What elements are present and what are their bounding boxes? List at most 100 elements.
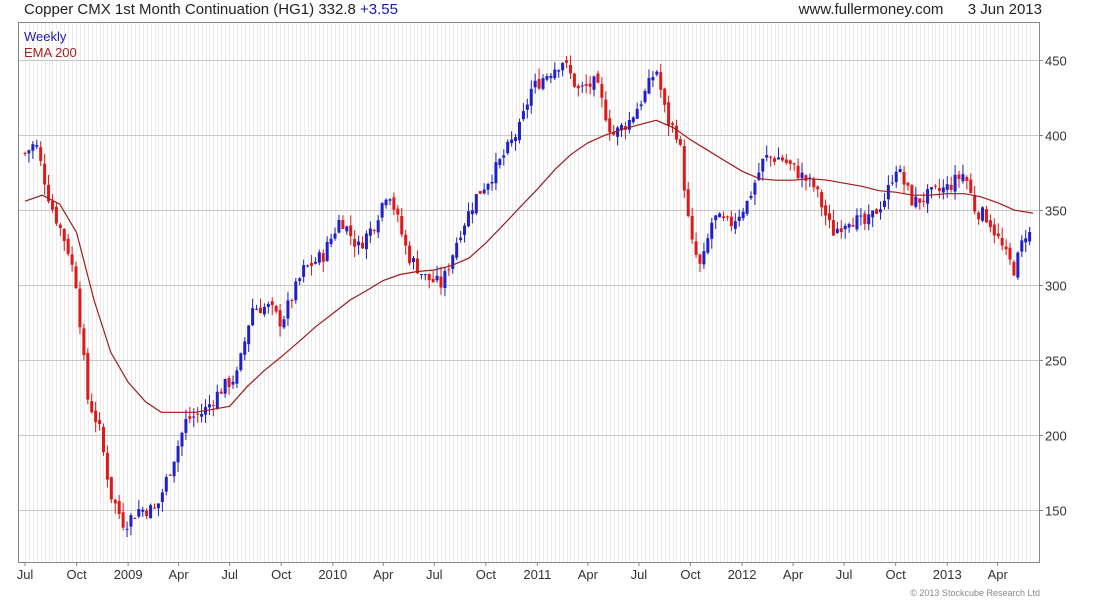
candle-body (360, 242, 364, 249)
candle-body (207, 404, 211, 408)
candle-body (196, 413, 200, 415)
candle-body (243, 341, 247, 355)
candle-body (431, 278, 435, 283)
candle-up (776, 147, 780, 160)
candle-down (133, 517, 137, 520)
candle-down (957, 170, 961, 188)
candle-body (58, 224, 62, 229)
candle-down (784, 154, 788, 165)
candle-down (988, 214, 992, 233)
candle-down (623, 121, 627, 140)
candle-body (918, 198, 922, 203)
candle-body (930, 187, 934, 190)
candle-up (886, 175, 890, 210)
candle-down (792, 162, 796, 171)
candle-body (415, 258, 419, 274)
candle-body (113, 499, 117, 504)
candle-body (494, 162, 498, 184)
candle-down (824, 199, 828, 226)
candle-up (706, 233, 710, 255)
candle-up (1016, 251, 1020, 280)
candle-body (180, 432, 184, 447)
candle-down (992, 218, 996, 244)
candle-up (879, 201, 883, 220)
candle-body (1016, 252, 1020, 278)
x-tick-label: Oct (66, 567, 87, 582)
candle-down (109, 476, 113, 504)
y-axis: 150 200 250 300 350 400 450 (1039, 54, 1067, 519)
y-tick-label: 350 (1045, 204, 1067, 219)
candle-body (109, 476, 113, 500)
copyright-notice: © 2013 Stockcube Research Ltd (910, 588, 1040, 598)
candle-body (27, 150, 31, 154)
candle-up (172, 461, 176, 483)
candle-body (694, 241, 698, 255)
candle-up (160, 488, 164, 512)
candle-body (459, 237, 463, 240)
candle-body (376, 220, 380, 233)
candle-body (188, 416, 192, 419)
candle-body (345, 226, 349, 232)
candle-body (780, 157, 784, 161)
candle-body (404, 234, 408, 246)
candle-down (698, 253, 702, 272)
candle-body (506, 141, 510, 154)
candle-up (459, 231, 463, 243)
candle-down (796, 158, 800, 180)
y-tick-label: 150 (1045, 504, 1067, 519)
candle-body (521, 111, 525, 120)
y-tick-label: 250 (1045, 354, 1067, 369)
candle-body (937, 188, 941, 191)
candle-body (176, 446, 180, 463)
candle-down (788, 159, 792, 171)
candle-body (427, 273, 431, 281)
candle-body (812, 179, 816, 188)
candle-body (306, 265, 310, 267)
candle-body (749, 195, 753, 199)
candle-body (851, 225, 855, 227)
candle-up (357, 235, 361, 255)
candle-body (482, 189, 486, 194)
candle-body (78, 288, 82, 328)
candle-body (965, 177, 969, 181)
candle-body (329, 238, 333, 244)
candle-body (160, 492, 164, 502)
candle-down (54, 202, 58, 226)
x-tick-label: Apr (578, 567, 599, 582)
candle-body (525, 104, 529, 110)
candle-up (200, 403, 204, 423)
candle-body (722, 216, 726, 219)
x-tick-label: Jul (17, 567, 34, 582)
candle-body (239, 353, 243, 370)
candle-body (137, 509, 141, 517)
source-link[interactable]: www.fullermoney.com (798, 1, 944, 18)
candle-body (702, 251, 706, 265)
candle-up (616, 126, 620, 146)
candle-body (498, 159, 502, 166)
candle-body (325, 241, 329, 262)
candle-up (1020, 235, 1024, 257)
candle-body (588, 83, 592, 87)
candle-body (788, 160, 792, 164)
candle-body (1028, 232, 1032, 242)
candle-up (514, 133, 518, 151)
legend-weekly: Weekly (24, 29, 67, 44)
candle-body (443, 271, 447, 289)
candle-body (478, 191, 482, 194)
candle-up (733, 213, 737, 234)
candle-body (859, 215, 863, 217)
candle-down (219, 388, 223, 395)
candle-body (765, 155, 769, 158)
candle-body (608, 118, 612, 133)
ema-200-line (24, 119, 1034, 413)
candle-body (612, 132, 616, 135)
candle-body (396, 208, 400, 215)
candle-body (368, 228, 372, 236)
candle-body (643, 91, 647, 103)
x-tick-label: 2012 (728, 567, 757, 582)
candle-down (965, 175, 969, 190)
candle-body (1008, 247, 1012, 260)
candle-body (408, 245, 412, 264)
candle-body (604, 99, 608, 121)
